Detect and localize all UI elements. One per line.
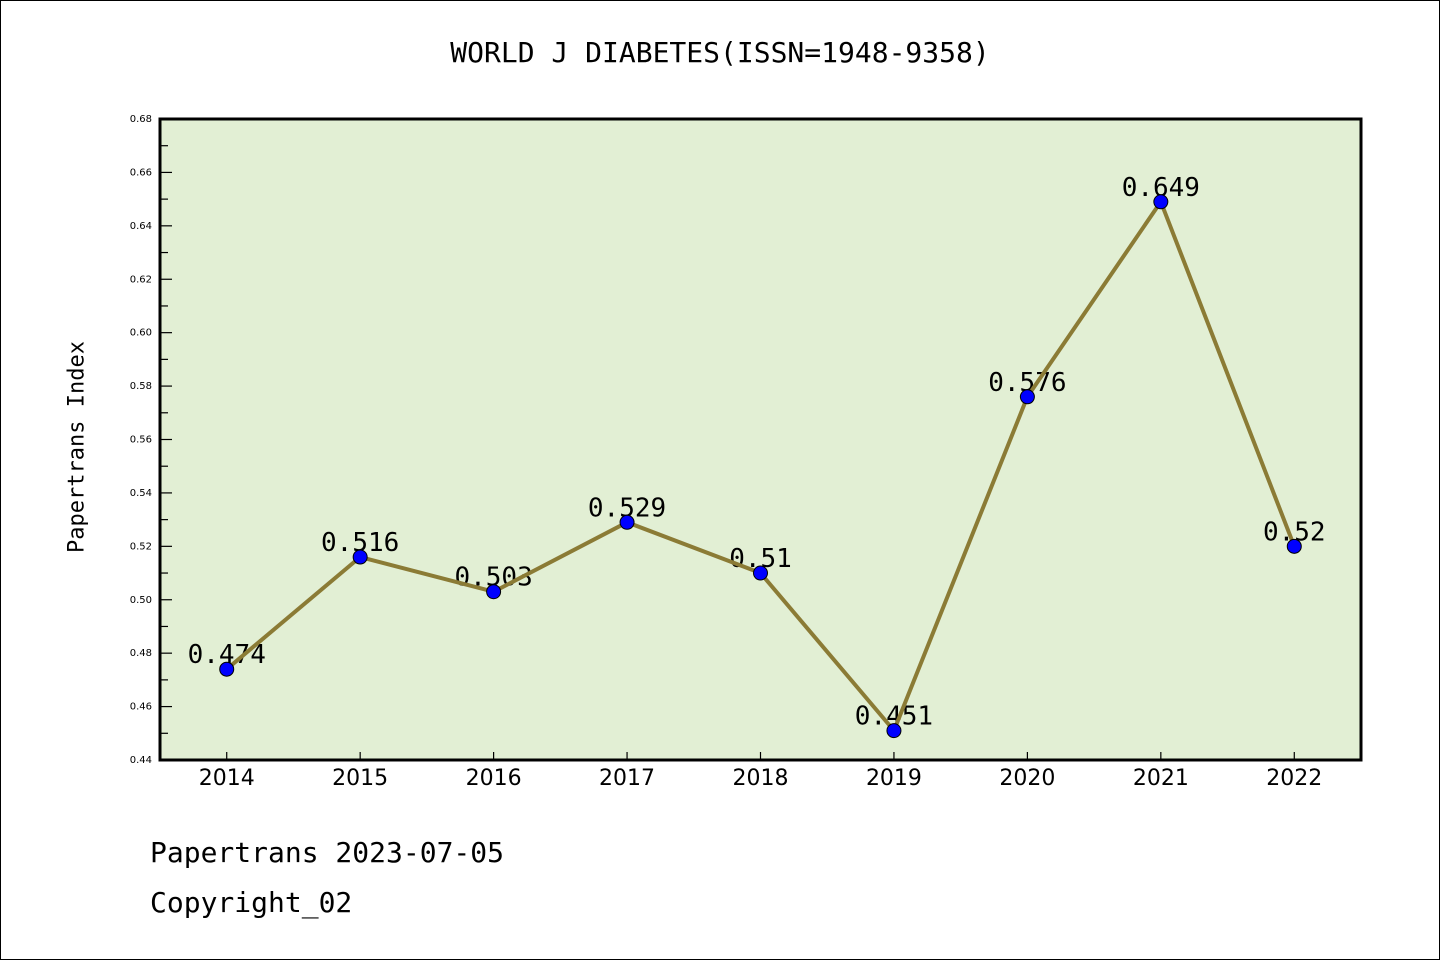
x-tick-label: 2017 (599, 766, 655, 791)
y-tick-label: 0.46 (130, 702, 152, 713)
plot-area (160, 119, 1361, 760)
x-tick-label: 2021 (1133, 766, 1189, 791)
chart-title: WORLD J DIABETES(ISSN=1948-9358) (450, 36, 990, 69)
data-point (1286, 538, 1302, 554)
y-tick-label: 0.50 (130, 595, 152, 606)
data-point (219, 661, 235, 677)
data-point (486, 584, 502, 600)
x-tick-label: 2018 (733, 766, 789, 791)
data-point (352, 549, 368, 565)
y-tick-label: 0.52 (130, 541, 152, 552)
data-point (886, 723, 902, 739)
y-tick-label: 0.56 (130, 435, 152, 446)
x-tick-label: 2020 (999, 766, 1055, 791)
data-point (619, 514, 635, 530)
x-tick-label: 2022 (1266, 766, 1322, 791)
y-tick-label: 0.68 (130, 114, 152, 125)
x-tick-label: 2019 (866, 766, 922, 791)
footer-copyright: Copyright_02 (150, 886, 353, 919)
y-tick-label: 0.48 (130, 648, 152, 659)
x-tick-label: 2015 (332, 766, 388, 791)
y-tick-label: 0.60 (130, 328, 152, 339)
plot-border (158, 117, 1363, 762)
data-point (1153, 194, 1169, 210)
y-tick-label: 0.58 (130, 381, 152, 392)
x-tick-label: 2014 (199, 766, 255, 791)
x-tick-label: 2016 (466, 766, 522, 791)
y-tick-label: 0.62 (130, 274, 152, 285)
y-tick-label: 0.64 (130, 221, 152, 232)
data-point (753, 565, 768, 581)
footer-date: Papertrans 2023-07-05 (150, 836, 505, 869)
y-tick-label: 0.54 (130, 488, 152, 499)
data-point (1019, 389, 1035, 405)
y-tick-label: 0.66 (130, 167, 152, 178)
y-tick-label: 0.44 (130, 755, 152, 766)
